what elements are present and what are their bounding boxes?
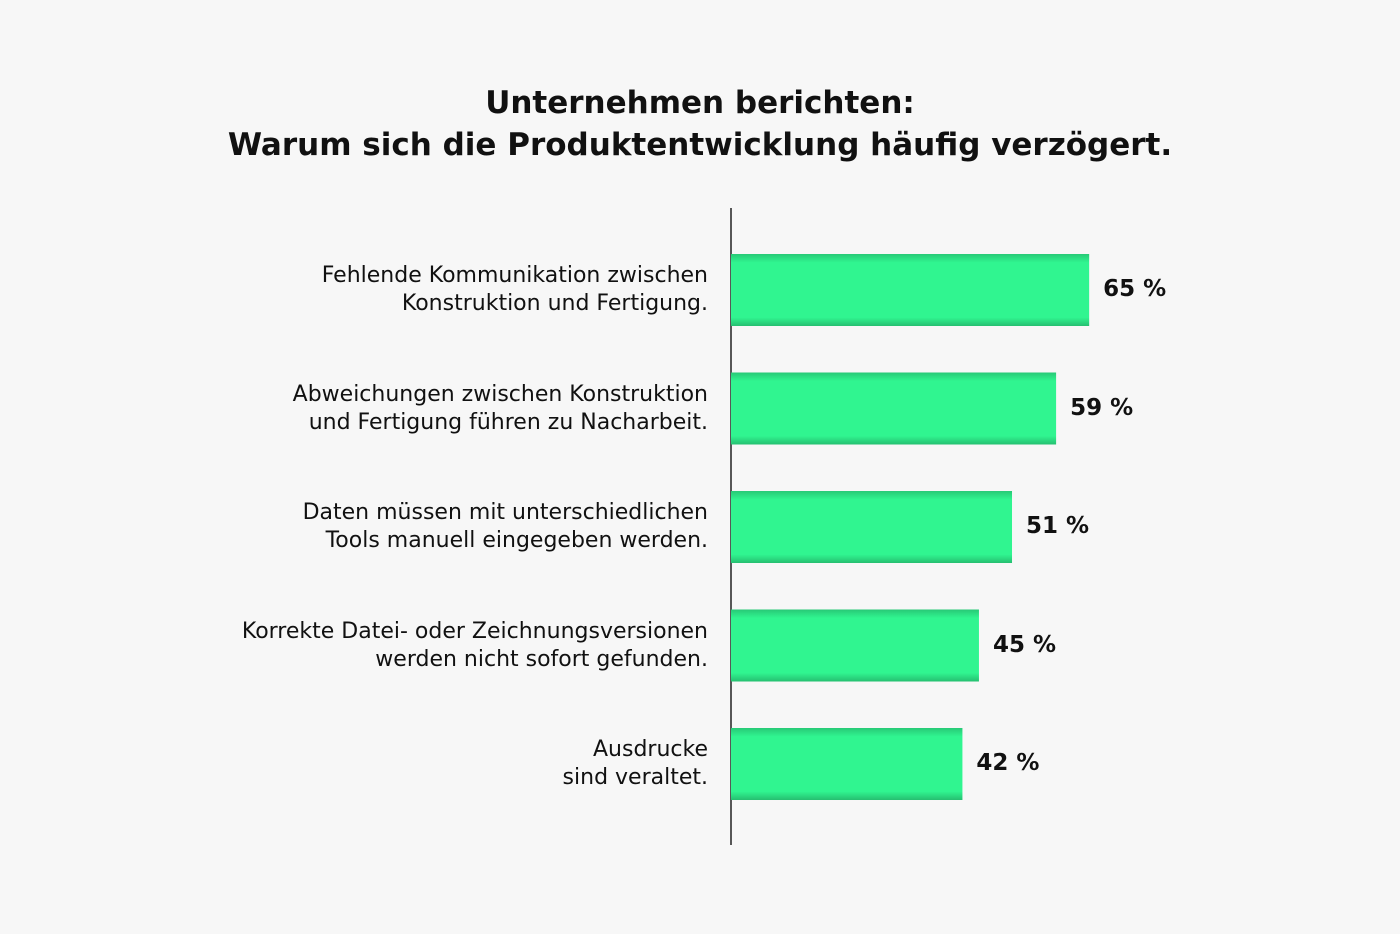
value-label: 65 % bbox=[1103, 276, 1167, 302]
category-label: Daten müssen mit unterschiedlichen Tools… bbox=[302, 500, 708, 553]
category-label: Korrekte Datei- oder Zeichnungsversionen… bbox=[241, 618, 708, 672]
value-label: 59 % bbox=[1070, 394, 1134, 421]
value-label: 42 % bbox=[976, 750, 1040, 776]
bar-shade bbox=[731, 491, 1013, 563]
value-label: 45 % bbox=[992, 631, 1056, 658]
category-label: Fehlende Kommunikation zwischen Konstruk… bbox=[321, 263, 708, 316]
bar-shade bbox=[731, 372, 1057, 445]
bar-shade bbox=[731, 254, 1090, 326]
value-label: 51 % bbox=[1026, 513, 1090, 539]
chart-title: Unternehmen berichten: Warum sich die Pr… bbox=[227, 85, 1173, 163]
bar-shade bbox=[731, 728, 963, 800]
category-label: Ausdrucke sind veraltet. bbox=[562, 737, 708, 790]
category-label: Abweichungen zwischen Konstruktion und F… bbox=[292, 381, 708, 435]
bar-shade bbox=[731, 609, 979, 682]
